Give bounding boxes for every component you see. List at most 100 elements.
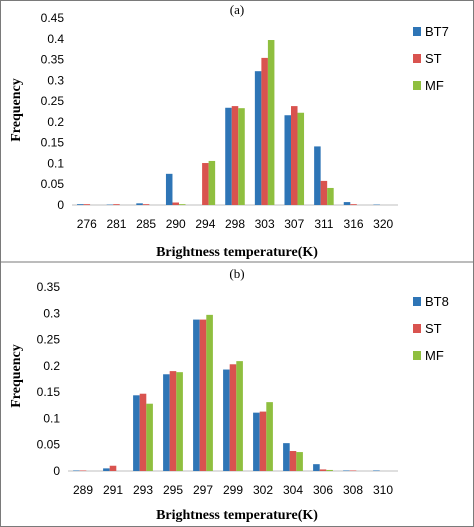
panel-b-bar-bt8-304 — [283, 443, 290, 471]
panel-b-legend-swatch-st — [413, 324, 421, 333]
panel-b-bar-st-295 — [169, 371, 177, 471]
panel-a-bar-mf-303 — [267, 40, 275, 205]
panel-b-x-tick-label: 297 — [193, 483, 213, 497]
panel-b-x-tick-label: 306 — [313, 483, 333, 497]
panel-b-bar-st-293 — [139, 393, 147, 471]
panel-a-x-tick-label: 294 — [195, 217, 215, 231]
panel-a-x-tick-label: 303 — [255, 217, 275, 231]
panel-a-bar-mf-307 — [297, 112, 305, 205]
panel-a-x-tick-label: 281 — [106, 217, 126, 231]
panel-a-x-tick-label: 320 — [373, 217, 393, 231]
panel-a-bar-st-316 — [350, 204, 357, 205]
panel-b-bar-st-302 — [259, 411, 267, 471]
panel-a-y-tick-label: 0.3 — [47, 73, 64, 87]
panel-b-label: (b) — [229, 266, 244, 281]
panel-b-y-tick-label: 0.25 — [37, 333, 61, 347]
panel-b-x-tick-label: 291 — [103, 483, 123, 497]
panel-b-y-tick-label: 0.35 — [37, 280, 61, 294]
panel-a-legend-swatch-st — [413, 54, 421, 63]
panel-b-bar-st-291 — [109, 465, 117, 471]
panel-b-bar-bt8-297 — [193, 319, 200, 471]
panel-a-y-tick-label: 0.15 — [41, 136, 65, 150]
panel-b-legend-label-bt8: BT8 — [425, 294, 449, 309]
panel-a-bar-bt7-290 — [165, 173, 173, 205]
panel-a-y-tick-label: 0.05 — [41, 177, 65, 191]
panel-a-bar-st-307 — [291, 106, 298, 205]
panel-b-y-tick-label: 0.05 — [37, 438, 61, 452]
panel-a-bar-bt7-298 — [225, 107, 232, 205]
panel-a-bar-mf-298 — [238, 108, 245, 205]
panel-a-bar-bt7-303 — [254, 71, 262, 205]
panel-b-bar-bt8-310 — [373, 470, 380, 471]
panel-b-x-axis-title: Brightness temperature(K) — [156, 508, 318, 523]
panel-b-bar-mf-297 — [206, 314, 213, 471]
panel-a-bar-bt7-316 — [343, 202, 351, 205]
panel-a-bar-bt7-285 — [136, 203, 143, 205]
panel-b-x-tick-label: 293 — [133, 483, 153, 497]
panel-a: (a) Frequency Brightness temperature(K) … — [9, 2, 449, 260]
panel-a-x-tick-label: 316 — [344, 217, 364, 231]
panel-a-legend-label-mf: MF — [425, 78, 444, 93]
panel-a-bar-bt7-311 — [314, 146, 321, 205]
panel-a-y-tick-label: 0.4 — [47, 32, 64, 46]
panel-b-y-tick-label: 0.15 — [37, 385, 61, 399]
panel-b-legend-label-st: ST — [425, 321, 442, 336]
panel-a-bar-st-285 — [142, 204, 150, 205]
panel-b-bar-bt8-299 — [223, 369, 230, 471]
panel-b-bar-bt8-291 — [103, 468, 110, 471]
panel-a-x-tick-label: 311 — [314, 217, 333, 231]
panel-a-bar-mf-311 — [327, 187, 334, 205]
panel-b-x-tick-label: 289 — [73, 483, 93, 497]
panel-a-y-tick-label: 0 — [57, 198, 64, 212]
panel-b-legend-label-mf: MF — [425, 348, 444, 363]
panel-b-bar-bt8-308 — [343, 470, 350, 471]
panel-a-bar-mf-290 — [178, 204, 186, 205]
panel-a-x-axis-title: Brightness temperature(K) — [156, 245, 318, 260]
panel-b-y-tick-label: 0.1 — [43, 411, 60, 425]
panel-a-y-tick-label: 0.2 — [47, 115, 64, 129]
panel-b-bar-bt8-295 — [163, 374, 170, 471]
panel-a-bar-mf-294 — [208, 160, 216, 205]
panel-a-label: (a) — [230, 2, 244, 17]
panel-b-legend-swatch-mf — [413, 351, 421, 360]
panel-b-x-tick-label: 295 — [163, 483, 183, 497]
panel-b-y-axis-title: Frequency — [9, 344, 24, 408]
panel-a-bar-st-276 — [83, 204, 91, 205]
panel-a-y-tick-label: 0.25 — [41, 94, 65, 108]
panel-a-legend: BT7 ST MF — [413, 24, 449, 93]
panel-a-plot-area: 0 0.05 0.1 0.15 0.2 0.25 0.3 0.35 0.4 0.45 276 281 2… — [41, 11, 398, 231]
panel-a-bar-st-303 — [261, 57, 268, 205]
panel-b-y-tick-label: 0.3 — [43, 306, 60, 320]
panel-a-x-tick-label: 285 — [136, 217, 156, 231]
panel-a-x-tick-label: 290 — [166, 217, 186, 231]
panel-b-bar-mf-306 — [326, 469, 333, 471]
panel-b-bar-mf-293 — [146, 403, 153, 471]
panel-b-bar-bt8-289 — [73, 470, 80, 471]
panel-b-bar-mf-299 — [236, 361, 243, 471]
panel-a-bar-st-311 — [320, 180, 328, 205]
panel-b-x-tick-label: 302 — [253, 483, 273, 497]
panel-b-y-tick-label: 0 — [53, 464, 60, 478]
panel-b-bar-mf-304 — [296, 452, 303, 471]
panel-b-bar-bt8-293 — [133, 395, 140, 471]
panel-b-bar-mf-302 — [266, 402, 273, 471]
panel-a-y-tick-label: 0.1 — [47, 156, 64, 170]
panel-a-y-tick-label: 0.35 — [41, 53, 65, 67]
panel-a-bar-st-294 — [202, 163, 209, 205]
panel-b-bar-st-299 — [229, 364, 237, 471]
panel-a-bar-st-290 — [172, 202, 179, 205]
panel-b: (b) Frequency Brightness temperature(K) … — [9, 266, 449, 523]
panel-b-bar-st-304 — [289, 451, 297, 471]
panel-b-plot-area: 0 0.05 0.1 0.15 0.2 0.25 0.3 0.35 289 291 293 295 29… — [37, 280, 398, 497]
panel-b-bar-st-306 — [319, 469, 327, 471]
panel-a-y-tick-label: 0.45 — [41, 11, 65, 25]
panel-b-bar-bt8-306 — [313, 464, 320, 471]
panel-a-bar-st-281 — [113, 204, 120, 205]
panel-b-bar-bt8-302 — [253, 412, 260, 471]
panel-a-legend-swatch-bt7 — [413, 27, 421, 36]
panel-b-bar-st-297 — [199, 319, 207, 471]
panel-a-x-tick-label: 298 — [225, 217, 245, 231]
panel-b-bar-mf-295 — [176, 372, 183, 471]
